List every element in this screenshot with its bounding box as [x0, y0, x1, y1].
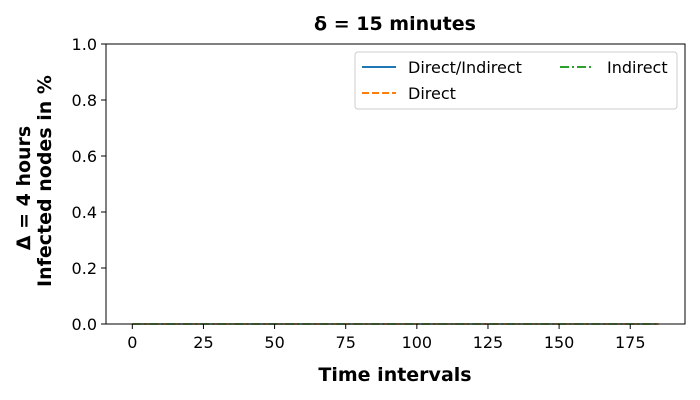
y-tick-label: 0.2: [72, 259, 97, 278]
y-axis-label-line2: Infected nodes in %: [34, 75, 56, 287]
legend-label-direct: Direct: [408, 84, 456, 103]
chart-title: δ = 15 minutes: [314, 13, 476, 35]
y-axis-ticks: 0.0 0.2 0.4 0.6 0.8 1.0: [72, 35, 106, 334]
x-tick-label: 75: [336, 333, 356, 352]
legend: Direct/Indirect Direct Indirect: [354, 51, 678, 110]
y-tick-label: 0.8: [72, 91, 97, 110]
legend-box: [354, 51, 678, 110]
x-axis-label: Time intervals: [318, 364, 471, 386]
y-tick-label: 1.0: [72, 35, 97, 54]
plot-area-frame: [105, 43, 686, 325]
x-tick-label: 125: [473, 333, 504, 352]
x-tick-label: 150: [544, 333, 575, 352]
y-axis-label: Δ = 4 hours Infected nodes in %: [13, 75, 56, 287]
x-tick-label: 100: [402, 333, 433, 352]
legend-label-direct-indirect: Direct/Indirect: [408, 58, 522, 77]
y-tick-label: 0.4: [72, 203, 97, 222]
y-tick-label: 0.0: [72, 315, 97, 334]
legend-label-indirect: Indirect: [607, 58, 668, 77]
x-tick-label: 0: [127, 333, 137, 352]
x-axis-ticks: 0 25 50 75 100 125 150 175: [127, 324, 646, 352]
x-tick-label: 25: [193, 333, 213, 352]
y-tick-label: 0.6: [72, 147, 97, 166]
x-tick-label: 50: [264, 333, 284, 352]
y-axis-label-line1: Δ = 4 hours: [13, 126, 35, 250]
x-tick-label: 175: [615, 333, 646, 352]
